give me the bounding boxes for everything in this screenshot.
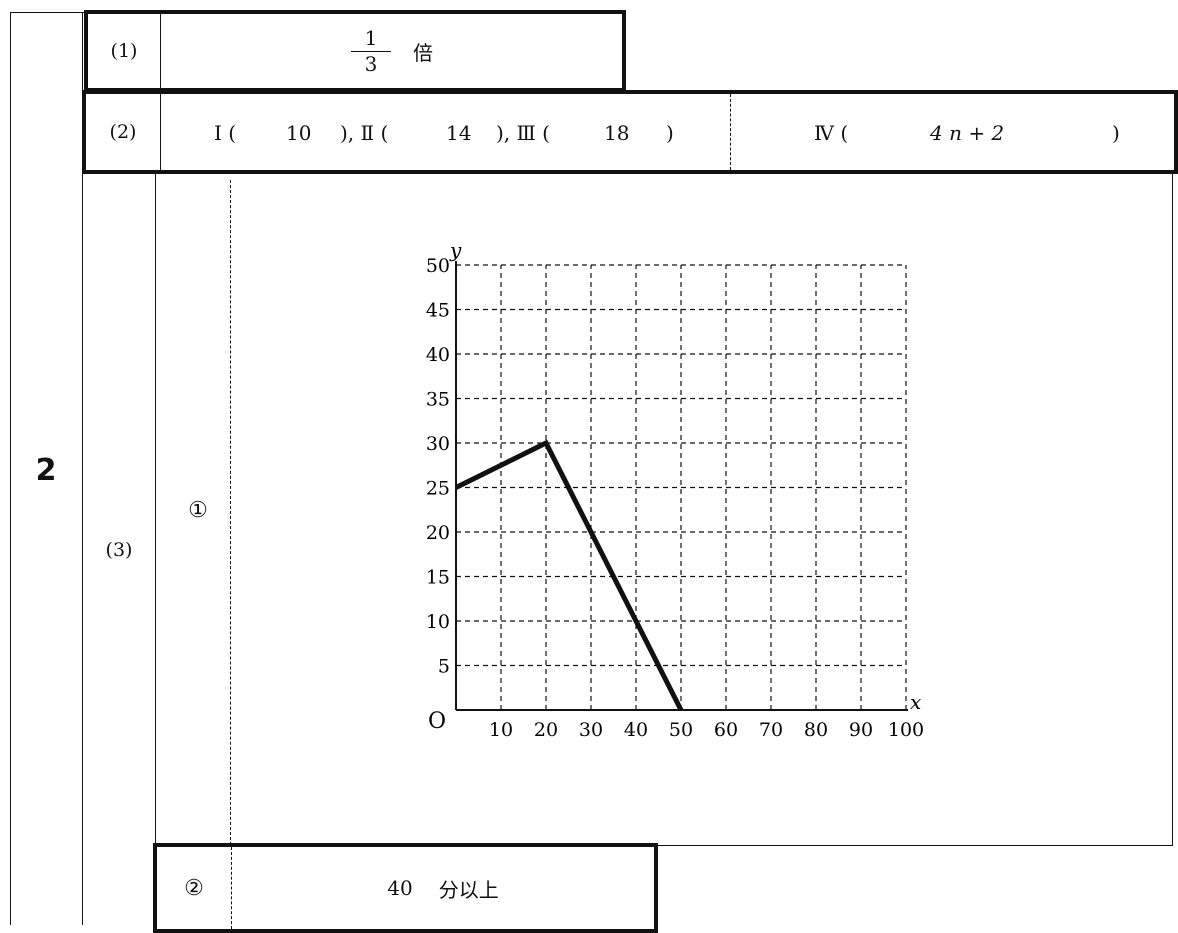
sub2-answer: 40 分以上 — [233, 847, 653, 929]
sub2-box: ② 40 分以上 — [153, 843, 658, 933]
fraction-denominator: 3 — [364, 51, 378, 76]
outer-top-border — [10, 12, 84, 13]
part3-bottom-border — [155, 845, 1173, 846]
part3-right-border — [1172, 174, 1174, 846]
IV-value: 4 n + 2 — [930, 121, 1005, 145]
x-tick-label-70: 70 — [759, 719, 783, 741]
origin-label: O — [428, 709, 446, 734]
x-tick-label-30: 30 — [579, 719, 603, 741]
series-line-0 — [454, 439, 684, 712]
x-tick-label-90: 90 — [849, 719, 873, 741]
y-tick-label-30: 30 — [426, 433, 450, 455]
I-label: Ⅰ ( — [214, 121, 237, 145]
IV-label: Ⅳ ( — [814, 121, 849, 145]
part2-answer-IV: Ⅳ ( 4 n + 2 ) — [732, 94, 1174, 170]
part2-divider — [160, 94, 162, 170]
x-tick-label-50: 50 — [669, 719, 693, 741]
part2-dashed-divider — [730, 94, 732, 170]
x-tick-label-60: 60 — [714, 719, 738, 741]
part3-label: (3) — [105, 539, 133, 561]
sub2-value: 40 — [387, 876, 413, 900]
y-tick-label-10: 10 — [426, 611, 450, 633]
III-value: 18 — [604, 121, 630, 145]
sub1-dashed-divider — [230, 180, 232, 845]
III-label: ), Ⅲ ( — [496, 121, 550, 145]
part1-divider — [160, 14, 162, 88]
y-tick-label-40: 40 — [426, 344, 450, 366]
part3-label-divider — [155, 174, 157, 846]
part2-label: (2) — [109, 121, 137, 143]
sub2-label: ② — [184, 875, 204, 901]
part1-box: (1) 1 3 倍 — [84, 10, 626, 92]
series-lines — [454, 439, 684, 712]
tick-labels: 10 20 30 40 50 60 70 80 90 100 5 10 15 20 25 30 35 40 45 50… — [426, 238, 924, 741]
part2-answers-I-III: Ⅰ ( 10 ), Ⅱ ( 14 ), Ⅲ ( 18 ) — [162, 94, 730, 170]
III-close: ) — [666, 121, 674, 145]
sub2-dashed-divider — [231, 847, 233, 929]
part1-unit: 倍 — [413, 40, 433, 65]
sub1-label: ① — [188, 497, 208, 523]
y-axis-label: y — [449, 238, 462, 262]
outer-left-border — [10, 12, 12, 925]
answer-graph: 10 20 30 40 50 60 70 80 90 100 5 10 15 20 25 30 35 40 45 50… — [426, 238, 924, 741]
fraction: 1 3 — [351, 25, 391, 76]
x-tick-label-20: 20 — [534, 719, 558, 741]
y-tick-label-45: 45 — [426, 300, 450, 322]
y-tick-label-35: 35 — [426, 389, 450, 411]
part1-label: (1) — [110, 40, 138, 62]
part2-box: (2) Ⅰ ( 10 ), Ⅱ ( 14 ), Ⅲ ( 18 ) Ⅳ ( 4 n… — [82, 90, 1178, 174]
part1-answer: 1 3 倍 — [162, 14, 622, 88]
sub2-unit: 分以上 — [438, 877, 499, 902]
question-number: 2 — [35, 452, 57, 488]
x-axis-label: x — [910, 690, 921, 714]
y-tick-label-50: 50 — [426, 255, 450, 277]
x-tick-label-100: 100 — [888, 719, 924, 741]
fraction-bar — [351, 50, 391, 52]
y-tick-label-25: 25 — [426, 478, 450, 500]
y-tick-label-15: 15 — [426, 567, 450, 589]
II-value: 14 — [446, 121, 472, 145]
x-tick-label-10: 10 — [489, 719, 513, 741]
II-label: ), Ⅱ ( — [340, 121, 389, 145]
axes — [455, 261, 908, 711]
IV-close: ) — [1112, 121, 1120, 145]
question-column-divider — [82, 12, 84, 925]
fraction-numerator: 1 — [364, 25, 378, 50]
x-tick-label-40: 40 — [624, 719, 648, 741]
grid-lines — [456, 264, 907, 710]
I-value: 10 — [286, 121, 312, 145]
x-tick-label-80: 80 — [804, 719, 828, 741]
y-tick-label-5: 5 — [438, 656, 450, 678]
y-tick-label-20: 20 — [426, 522, 450, 544]
